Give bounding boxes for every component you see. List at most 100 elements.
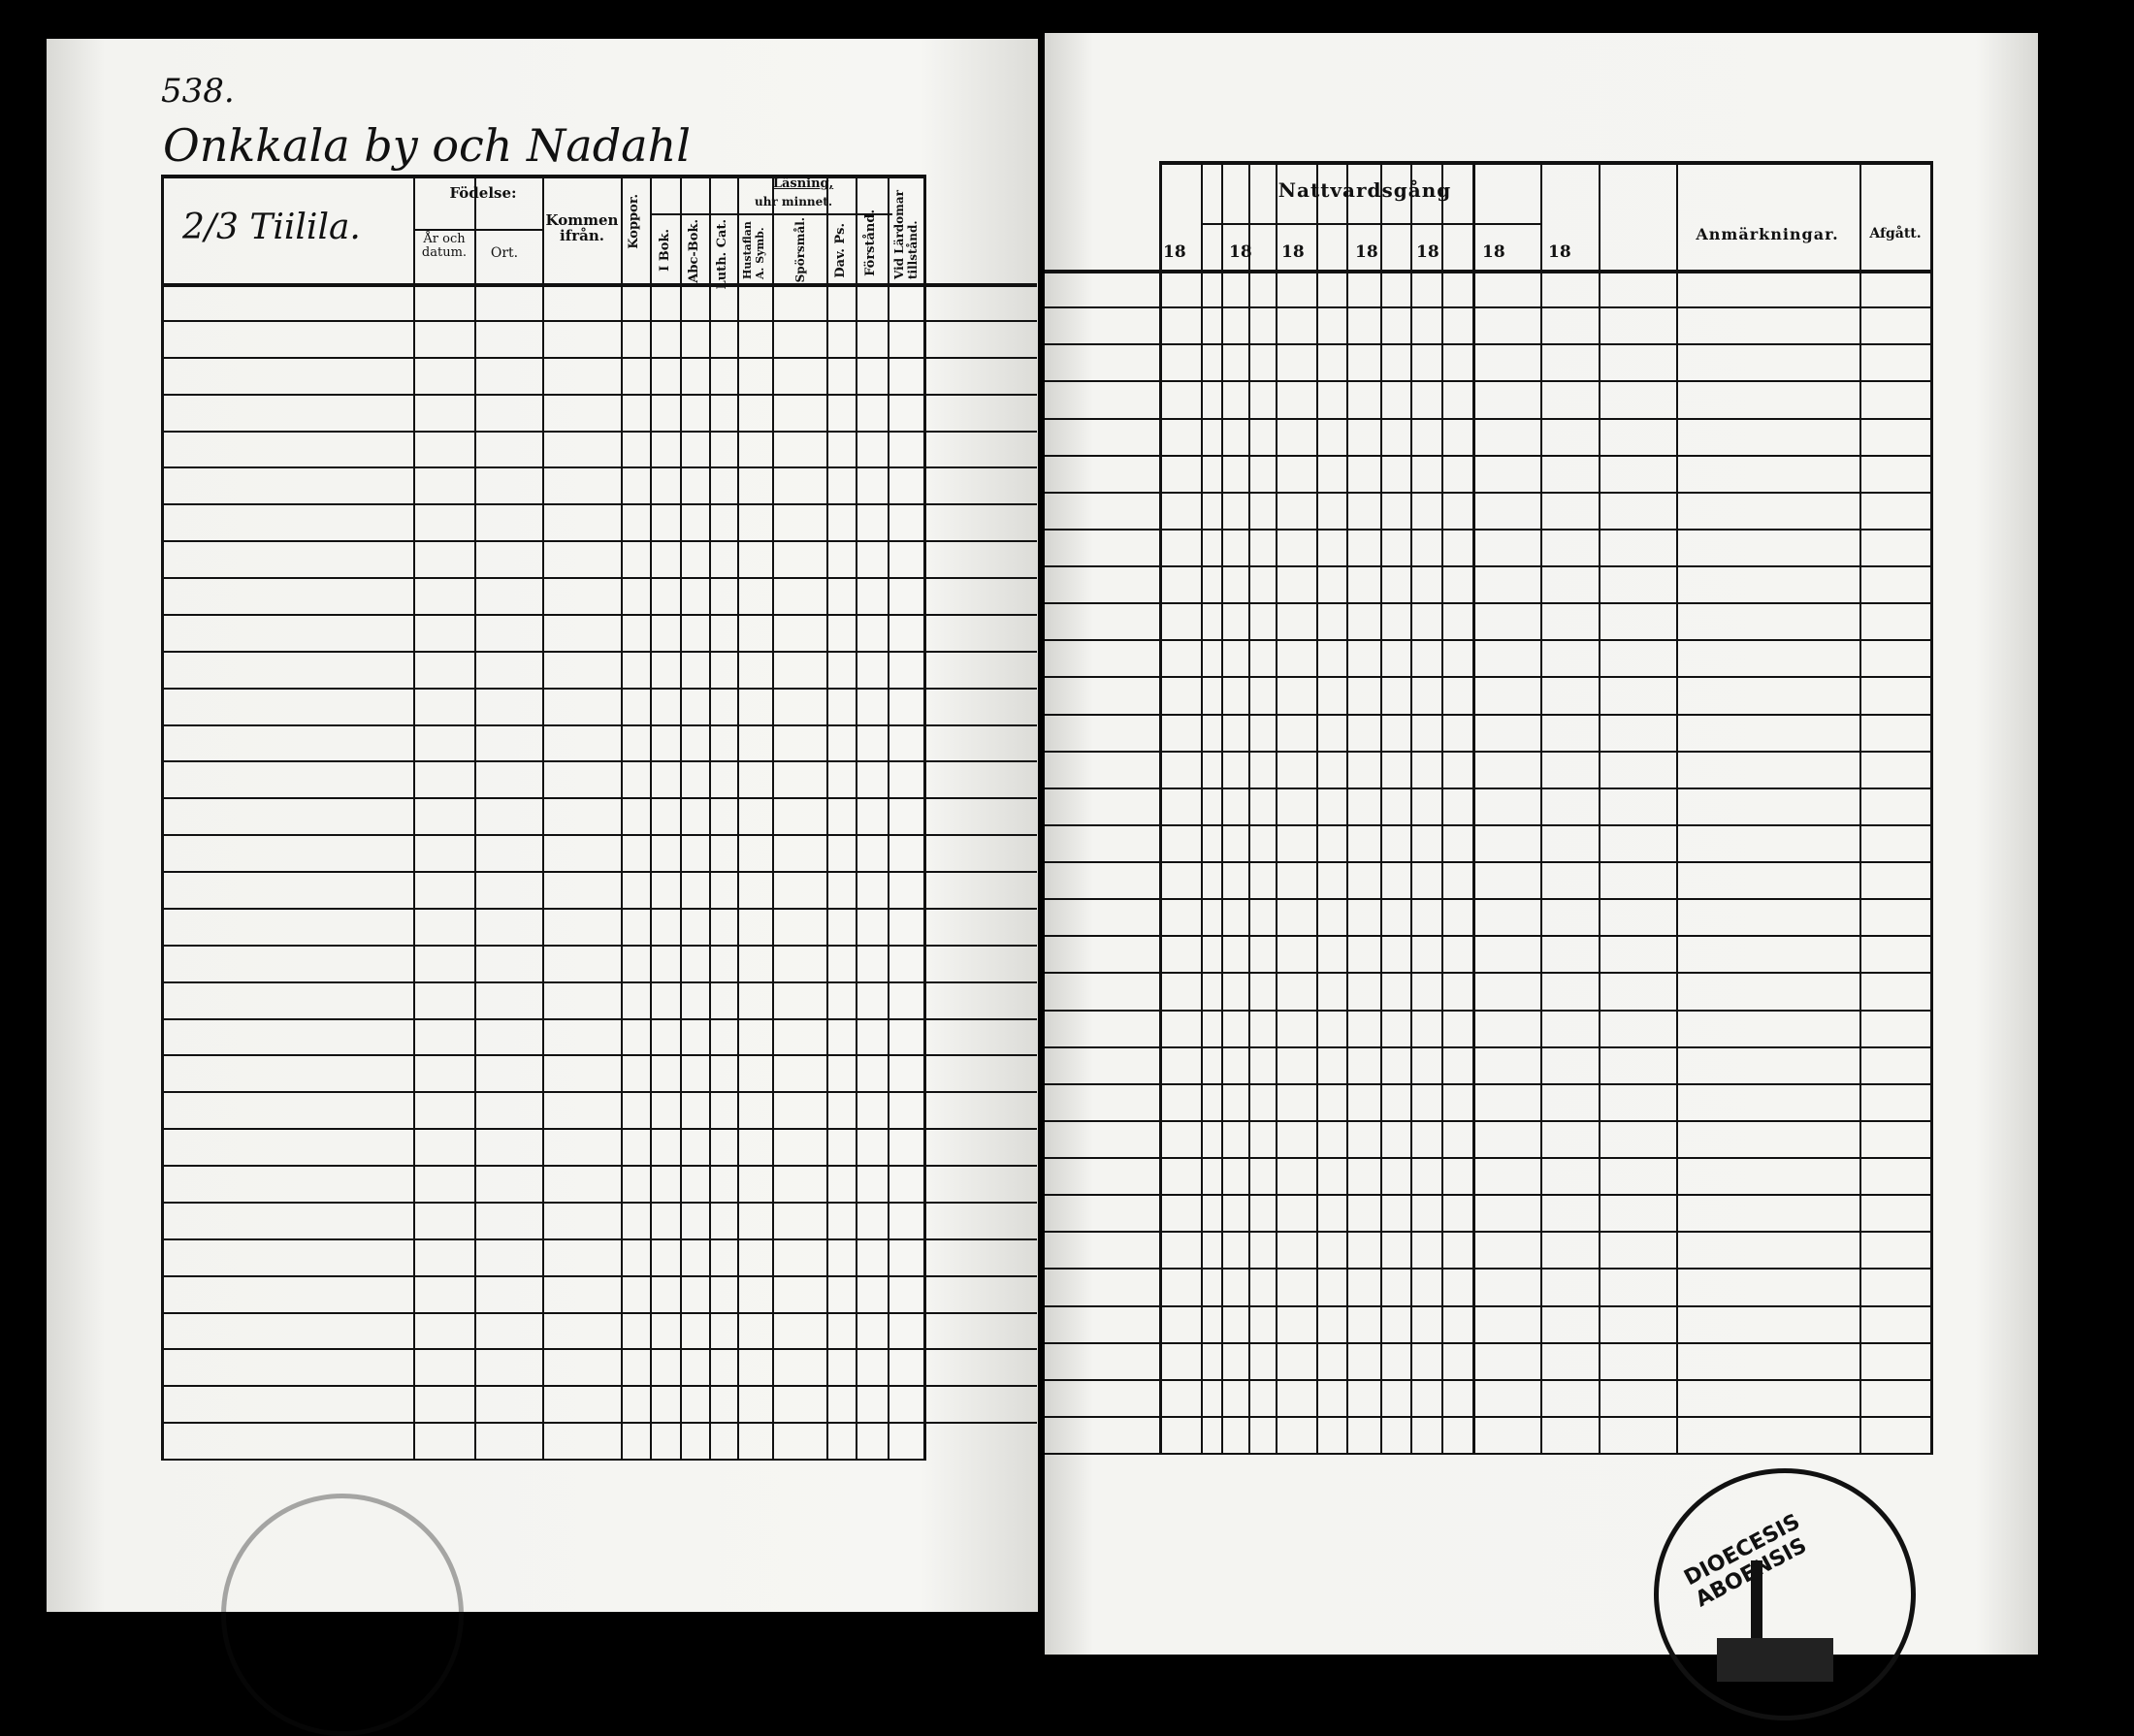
header-bottom-border — [161, 283, 1037, 287]
page-number: 538. — [161, 72, 235, 111]
header-anmarkningar: Anmärkningar. — [1696, 225, 1839, 243]
row-line — [1045, 602, 1930, 605]
column-line — [737, 175, 739, 1461]
row-line — [1045, 306, 1930, 309]
church-building-icon — [1717, 1638, 1833, 1682]
header-luth-cat: Luth. Cat. — [715, 219, 729, 290]
column-line — [1316, 161, 1318, 1455]
column-line — [1676, 161, 1678, 1455]
row-line — [1045, 713, 1930, 716]
row-line — [1045, 491, 1930, 494]
row-line — [161, 1274, 1037, 1277]
row-line — [161, 834, 1037, 837]
column-line — [1159, 161, 1162, 1455]
column-line — [888, 175, 889, 1461]
column-line — [1540, 161, 1542, 1455]
column-line — [1859, 161, 1861, 1455]
column-line — [650, 175, 652, 1461]
row-line — [161, 430, 1037, 433]
header-abc-bok: Abc-Bok. — [687, 219, 701, 283]
row-line — [161, 540, 1037, 543]
row-line — [161, 1422, 1037, 1425]
row-line — [161, 944, 1037, 947]
header-ar-och-datum: År och datum. — [421, 232, 468, 260]
row-line — [161, 503, 1037, 506]
lasning-divider — [650, 213, 892, 215]
row-line — [161, 871, 1037, 873]
row-line — [161, 393, 1037, 396]
row-line — [1045, 787, 1930, 789]
row-line — [1045, 823, 1930, 826]
header-uhr-minnet: uhr minnet. — [754, 195, 832, 209]
header-afgatt: Afgått. — [1869, 226, 1922, 241]
row-line — [161, 1054, 1037, 1057]
row-line — [161, 981, 1037, 983]
nattvard-divider — [1201, 223, 1540, 225]
row-line — [1045, 676, 1930, 679]
column-line — [826, 175, 828, 1461]
column-line — [1276, 161, 1277, 1455]
row-line — [161, 687, 1037, 690]
year-prefix: 18 — [1482, 242, 1505, 262]
column-line — [1441, 161, 1443, 1455]
row-line — [161, 1091, 1037, 1094]
row-line — [1045, 343, 1930, 346]
row-line — [1045, 1304, 1930, 1307]
year-prefix: 18 — [1163, 242, 1186, 262]
row-line — [161, 1238, 1037, 1240]
header-lasning: Läsning, — [772, 177, 834, 191]
row-line — [1045, 861, 1930, 863]
column-line — [161, 175, 164, 1461]
row-line — [1045, 1415, 1930, 1418]
row-line — [161, 797, 1037, 800]
row-line — [1045, 380, 1930, 383]
table-top-border — [1159, 161, 1930, 165]
row-line — [161, 1165, 1037, 1167]
header-koppor: Koppor. — [627, 194, 641, 249]
column-line — [1346, 161, 1348, 1455]
row-line — [1045, 972, 1930, 975]
row-line — [1045, 1453, 1930, 1455]
row-line — [161, 466, 1037, 469]
row-line — [161, 1201, 1037, 1204]
year-prefix: 18 — [1281, 242, 1305, 262]
row-line — [161, 319, 1037, 322]
row-line — [161, 1017, 1037, 1020]
row-line — [161, 577, 1037, 579]
row-line — [1045, 454, 1930, 457]
row-line — [1045, 935, 1930, 938]
row-line — [161, 650, 1037, 653]
farm-name: 2/3 Tiilila. — [182, 208, 361, 247]
row-line — [1045, 1341, 1930, 1344]
row-line — [1045, 528, 1930, 530]
header-fodelse: Födelse: — [449, 184, 517, 202]
row-line — [1045, 1378, 1930, 1381]
header-sporsmal: Spörsmål. — [793, 217, 807, 283]
header-i-bok: I Bok. — [658, 229, 672, 272]
right-page: Nattvardsgång Anmärkningar. Afgått. 18 18… — [1045, 33, 2038, 1720]
column-line — [474, 175, 476, 1461]
village-heading: Onkkala by och Nadahl — [163, 119, 691, 172]
header-vid-lardomar: Vid Lärdomar tillstånd. — [892, 190, 920, 279]
stamp-text: DIOECESIS ABOENSIS — [1680, 1509, 1811, 1613]
row-line — [161, 1311, 1037, 1314]
row-line — [1045, 1194, 1930, 1197]
column-line — [856, 175, 857, 1461]
row-line — [161, 907, 1037, 910]
header-forstand: Förstånd. — [863, 209, 878, 276]
column-line — [1472, 161, 1475, 1455]
header-hustaflan: Hustaflan A. Symb. — [741, 221, 766, 279]
row-line — [1045, 1268, 1930, 1270]
column-line — [680, 175, 682, 1461]
row-line — [1045, 565, 1930, 567]
column-line — [1930, 161, 1933, 1455]
fodelse-divider — [413, 229, 542, 231]
row-line — [1045, 1082, 1930, 1085]
row-line — [1045, 639, 1930, 642]
column-line — [772, 175, 774, 1461]
row-line — [1045, 1045, 1930, 1048]
year-prefix: 18 — [1229, 242, 1252, 262]
left-page: 538. Onkkala by och Nadahl 2/3 Tiilila. … — [47, 39, 1038, 1736]
column-line — [1599, 161, 1600, 1455]
row-line — [161, 613, 1037, 616]
